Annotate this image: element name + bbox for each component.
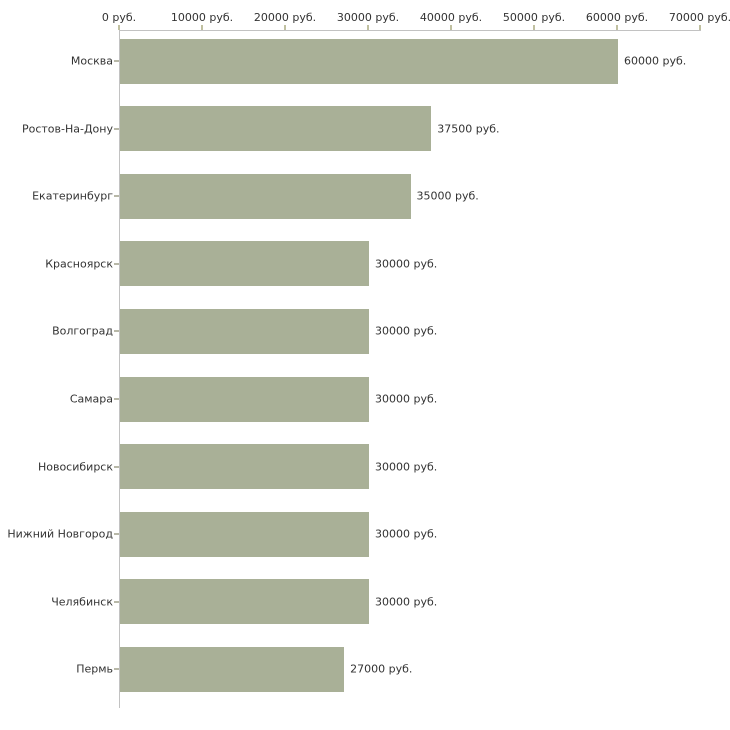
x-tick <box>533 25 535 30</box>
x-tick-label: 0 руб. <box>101 11 137 24</box>
category-label: Пермь <box>76 662 113 676</box>
category-tick <box>114 262 119 265</box>
category-tick <box>114 127 119 130</box>
y-axis-line <box>119 30 120 708</box>
category-tick <box>114 600 119 603</box>
category-tick <box>114 330 119 333</box>
value-label: 30000 руб. <box>375 595 438 609</box>
x-axis-line <box>119 30 701 31</box>
x-tick-label: 30000 руб. <box>336 11 400 24</box>
value-label: 30000 руб. <box>375 324 438 338</box>
value-label: 37500 руб. <box>437 122 500 136</box>
bar <box>120 376 369 422</box>
x-tick-label: 50000 руб. <box>502 11 566 24</box>
bar <box>120 241 369 287</box>
x-tick-label: 10000 руб. <box>170 11 234 24</box>
category-label: Новосибирск <box>37 460 113 474</box>
x-tick-label: 40000 руб. <box>419 11 483 24</box>
x-tick <box>284 25 286 30</box>
bar <box>120 173 411 219</box>
category-label: Екатеринбург <box>32 189 113 203</box>
category-label: Москва <box>70 54 113 68</box>
x-tick <box>201 25 203 30</box>
category-label: Челябинск <box>51 595 113 609</box>
x-tick <box>616 25 618 30</box>
category-tick <box>114 465 119 468</box>
value-label: 30000 руб. <box>375 392 438 406</box>
x-tick <box>367 25 369 30</box>
x-tick <box>699 25 701 30</box>
category-tick <box>114 533 119 536</box>
category-label: Нижний Новгород <box>7 527 113 541</box>
value-label: 30000 руб. <box>375 257 438 271</box>
x-tick-label: 70000 руб. <box>668 11 730 24</box>
category-label: Самара <box>69 392 113 406</box>
bar <box>120 646 345 692</box>
bar <box>120 38 618 84</box>
bar <box>120 444 369 490</box>
bar <box>120 579 369 625</box>
category-label: Волгоград <box>52 324 113 338</box>
x-tick <box>450 25 452 30</box>
category-tick <box>114 60 119 62</box>
bar <box>120 511 369 557</box>
value-label: 60000 руб. <box>624 54 687 68</box>
category-label: Ростов-На-Дону <box>21 122 113 136</box>
bar <box>120 106 432 152</box>
category-tick <box>114 668 119 671</box>
x-tick-label: 60000 руб. <box>585 11 649 24</box>
bar <box>120 308 369 354</box>
value-label: 30000 руб. <box>375 527 438 541</box>
x-tick <box>118 25 120 30</box>
category-tick <box>114 195 119 198</box>
value-label: 35000 руб. <box>416 189 479 203</box>
x-tick-label: 20000 руб. <box>253 11 317 24</box>
value-label: 30000 руб. <box>375 460 438 474</box>
category-tick <box>114 398 119 400</box>
category-label: Красноярск <box>45 257 113 271</box>
value-label: 27000 руб. <box>350 662 413 676</box>
